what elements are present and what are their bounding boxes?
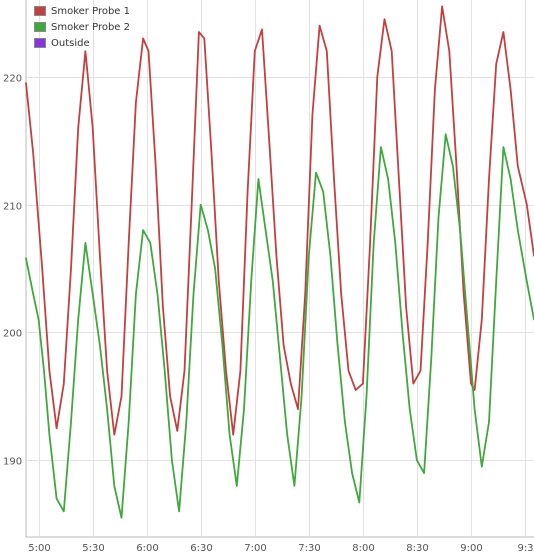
- x-tick-label: 9:00: [460, 543, 482, 554]
- legend-item-probe-1[interactable]: Smoker Probe 1: [34, 3, 130, 19]
- legend-label: Smoker Probe 1: [51, 5, 130, 17]
- legend: Smoker Probe 1 Smoker Probe 2 Outside: [34, 3, 130, 51]
- x-tick-label: 8:00: [352, 543, 374, 554]
- legend-item-outside[interactable]: Outside: [34, 35, 130, 51]
- series-line-2: [25, 133, 534, 519]
- x-tick-label: 6:30: [190, 543, 212, 554]
- y-tick-label: 190: [3, 457, 22, 468]
- x-tick-label: 5:00: [28, 543, 50, 554]
- y-tick-label: 220: [3, 74, 22, 85]
- x-tick-label: 6:00: [136, 543, 158, 554]
- legend-item-probe-2[interactable]: Smoker Probe 2: [34, 19, 130, 35]
- grid-lines: [25, 0, 534, 538]
- legend-swatch: [34, 22, 46, 32]
- y-axis-ticks: 190 200 210 220: [3, 74, 22, 468]
- x-axis-ticks: 5:00 5:30 6:00 6:30 7:00 7:30 8:00 8:30 9:00 9:3: [28, 543, 533, 554]
- y-tick-label: 200: [3, 329, 22, 340]
- x-tick-label: 9:3: [517, 543, 533, 554]
- legend-label: Smoker Probe 2: [51, 21, 130, 33]
- series-line-1: [25, 5, 534, 436]
- x-tick-label: 8:30: [406, 543, 428, 554]
- y-tick-label: 210: [3, 202, 22, 213]
- series-lines: [25, 5, 534, 519]
- x-tick-label: 5:30: [82, 543, 104, 554]
- x-tick-label: 7:00: [244, 543, 266, 554]
- legend-swatch: [34, 6, 46, 16]
- legend-swatch: [34, 38, 46, 48]
- legend-label: Outside: [51, 37, 90, 49]
- x-tick-label: 7:30: [298, 543, 320, 554]
